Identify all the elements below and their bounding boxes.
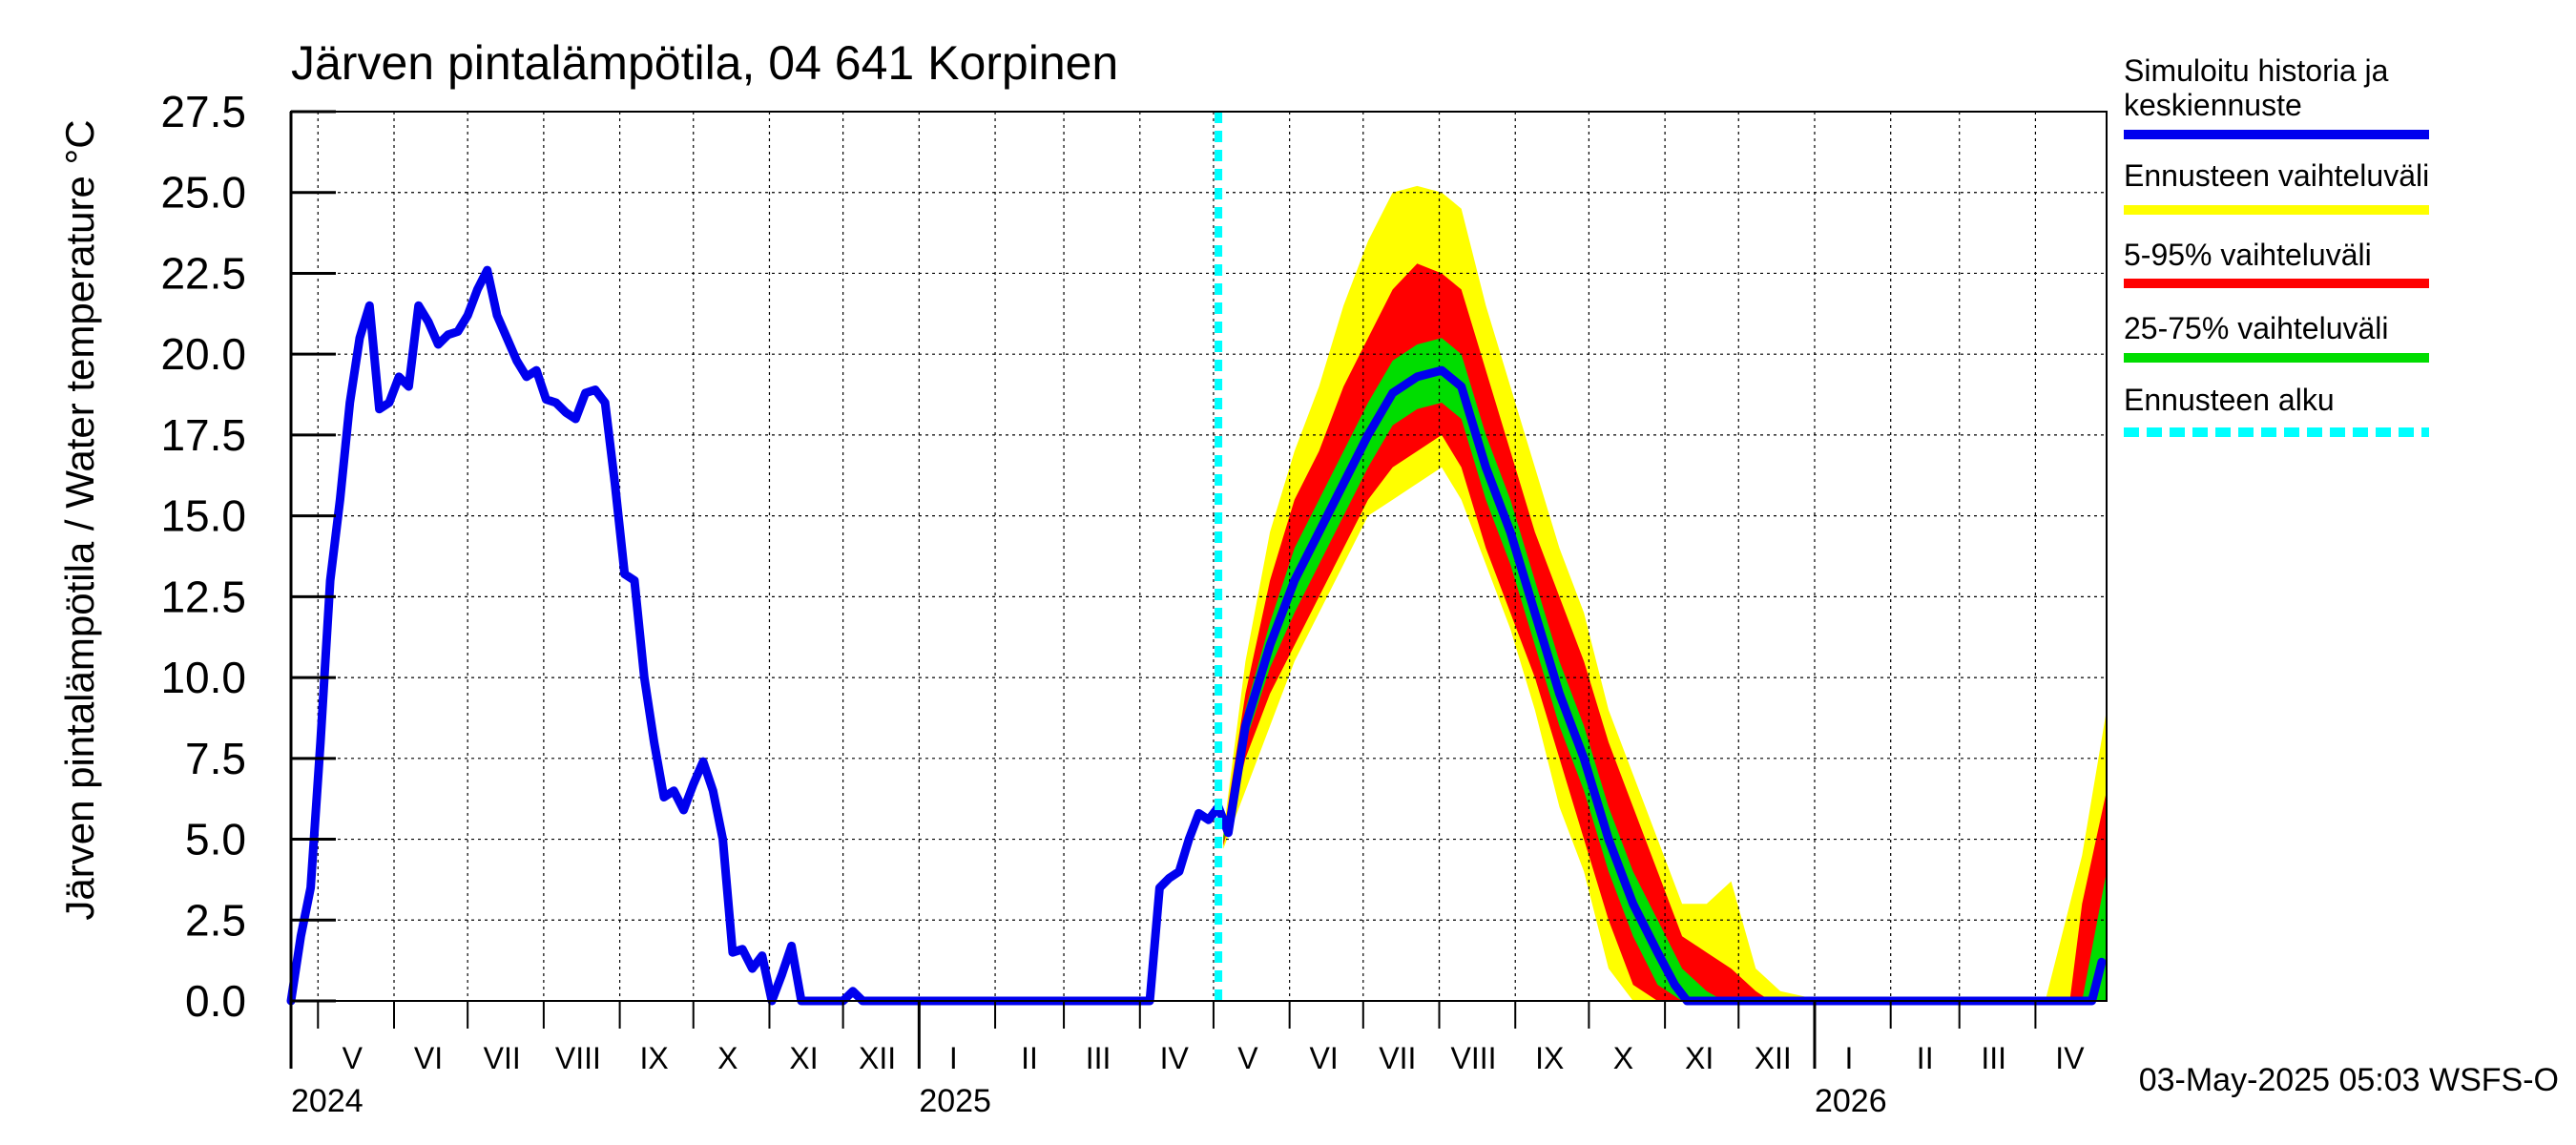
y-tick-label: 10.0 [160, 653, 246, 702]
legend-label: Ennusteen alku [2124, 383, 2335, 417]
year-label: 2025 [919, 1083, 991, 1119]
y-axis-label: Järven pintalämpötila / Water temperatur… [57, 119, 102, 920]
year-label: 2026 [1815, 1083, 1887, 1119]
month-label: II [1021, 1041, 1038, 1075]
chart-title: Järven pintalämpötila, 04 641 Korpinen [291, 36, 1118, 90]
month-label: VII [1379, 1041, 1416, 1075]
month-label: II [1917, 1041, 1934, 1075]
month-label: XII [859, 1041, 896, 1075]
legend-label: 25-75% vaihteluväli [2124, 311, 2389, 345]
month-label: V [1237, 1041, 1258, 1075]
month-label: X [717, 1041, 737, 1075]
footer-timestamp: 03-May-2025 05:03 WSFS-O [2139, 1062, 2559, 1098]
y-tick-label: 20.0 [160, 329, 246, 379]
plot-frame [289, 111, 2108, 1069]
month-label: V [343, 1041, 364, 1075]
y-tick-label: 7.5 [185, 734, 246, 783]
month-label: I [949, 1041, 958, 1075]
y-tick-label: 5.0 [185, 815, 246, 864]
month-label: IX [1535, 1041, 1564, 1075]
year-label: 2024 [291, 1083, 364, 1119]
month-label: XI [1685, 1041, 1714, 1075]
y-tick-label: 22.5 [160, 248, 246, 298]
y-tick-label: 17.5 [160, 410, 246, 460]
grid-lines [291, 111, 2107, 1001]
forecast-bands [1223, 185, 2107, 1001]
series-line-median [286, 265, 2107, 1006]
y-tick-label: 2.5 [185, 895, 246, 945]
y-tick-label: 12.5 [160, 572, 246, 621]
month-label: I [1845, 1041, 1854, 1075]
month-label: VIII [555, 1041, 601, 1075]
month-label: III [1086, 1041, 1111, 1075]
month-label: VI [1310, 1041, 1339, 1075]
month-label: IV [1160, 1041, 1190, 1075]
y-tick-label: 0.0 [185, 976, 246, 1026]
month-label: VII [484, 1041, 521, 1075]
month-label: X [1613, 1041, 1633, 1075]
y-tick-label: 27.5 [160, 87, 246, 136]
y-tick-label: 15.0 [160, 491, 246, 541]
legend-label: Ennusteen vaihteluväli [2124, 158, 2429, 193]
plot-border [290, 111, 2108, 1002]
legend-label: Simuloitu historia ja keskiennuste [2124, 53, 2389, 122]
axes: 0.0 2.5 5.0 7.5 10.0 12.5 15.0 17.5 20.0 22.5 25.0… [160, 87, 2085, 1119]
legend: Simuloitu historia ja keskiennuste Ennuste… [2124, 53, 2429, 437]
legend-label: 5-95% vaihteluväli [2124, 238, 2372, 272]
month-label: XII [1755, 1041, 1792, 1075]
month-label: XI [789, 1041, 818, 1075]
month-label: IV [2055, 1041, 2085, 1075]
y-tick-label: 25.0 [160, 168, 246, 218]
series-lines [286, 112, 2107, 1006]
month-label: VIII [1451, 1041, 1497, 1075]
month-label: VI [414, 1041, 443, 1075]
month-label: IX [639, 1041, 668, 1075]
month-label: III [1981, 1041, 2006, 1075]
